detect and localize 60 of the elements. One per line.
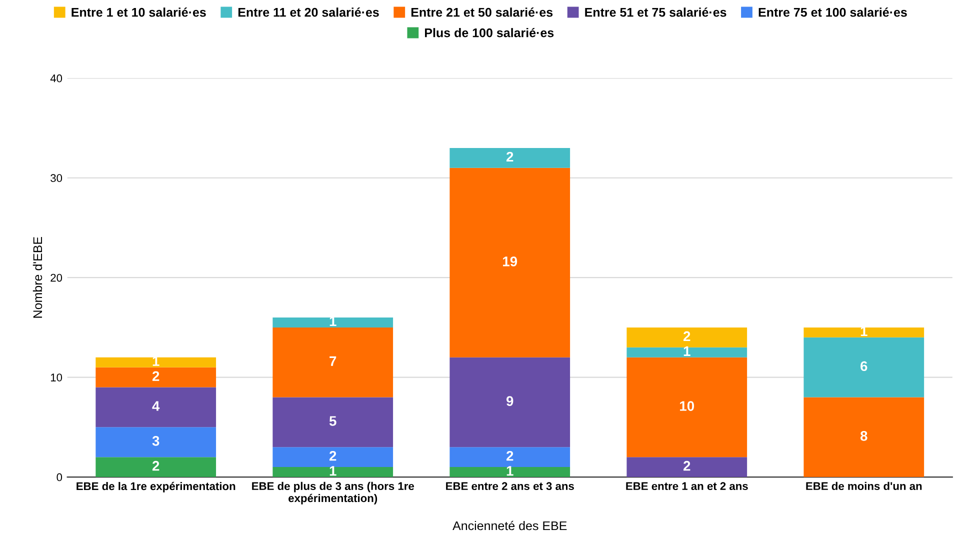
data-label: 3	[152, 436, 160, 446]
legend-label: Entre 1 et 10 salarié·es	[72, 7, 206, 17]
x-tick-label: EBE de la 1re expérimentation	[76, 482, 236, 492]
data-label: 1	[506, 466, 514, 476]
bar	[626, 357, 748, 458]
data-label: 5	[329, 416, 336, 426]
bar	[272, 317, 394, 328]
x-axis-title: Ancienneté des EBE	[452, 520, 567, 530]
bar	[450, 168, 570, 358]
y-axis-title: Nombre d'EBE	[32, 236, 42, 318]
data-label: 2	[329, 450, 336, 461]
data-label: 7	[330, 356, 336, 366]
data-label: 8	[860, 431, 868, 441]
bar	[96, 457, 216, 478]
data-label: 10	[680, 401, 694, 411]
bar	[96, 387, 216, 428]
bar	[804, 327, 924, 338]
bar	[804, 397, 924, 478]
y-tick-label: 10	[50, 374, 62, 382]
x-tick-label: EBE de moins d'un an	[806, 482, 922, 490]
bar	[272, 447, 394, 468]
data-label: 1	[330, 466, 336, 476]
data-label: 2	[152, 460, 160, 471]
x-tick-label: EBE entre 1 an et 2 ans	[626, 482, 748, 490]
bar	[450, 467, 570, 478]
legend-label: Plus de 100 salarié·es	[424, 28, 554, 38]
bar	[626, 457, 748, 478]
bar	[450, 447, 570, 468]
bar	[96, 367, 216, 388]
data-label: 2	[506, 152, 514, 162]
legend-label: Entre 11 et 20 salarié·es	[238, 7, 379, 17]
data-label: 2	[152, 371, 160, 381]
bar	[450, 148, 570, 168]
data-label: 2	[506, 450, 514, 461]
y-tick-label: 20	[50, 274, 62, 282]
data-label: 2	[683, 460, 690, 471]
data-label: 2	[683, 331, 690, 342]
y-tick-label: 0	[56, 473, 62, 482]
bar	[272, 397, 394, 448]
x-tick-label: EBE de plus de 3 ans (hors 1re expérimentation)	[252, 482, 414, 504]
bar	[272, 467, 394, 478]
legend-label: Entre 51 et 75 salarié·es	[585, 7, 726, 17]
data-label: 1	[684, 346, 690, 356]
y-tick-label: 40	[50, 74, 62, 82]
legend-label: Entre 21 et 50 salarié·es	[411, 7, 553, 17]
data-label: 1	[152, 356, 160, 366]
bar	[626, 347, 748, 358]
bar	[804, 337, 924, 398]
data-label: 4	[152, 401, 160, 411]
data-label: 9	[506, 396, 514, 406]
bar	[626, 327, 748, 348]
legend-label: Entre 75 et 100 salarié·es	[758, 7, 907, 17]
bar	[450, 357, 570, 448]
bar	[272, 327, 394, 398]
x-tick-label: EBE entre 2 ans et 3 ans	[446, 482, 574, 490]
data-label: 19	[503, 256, 518, 266]
data-label: 6	[860, 361, 868, 372]
y-tick-label: 30	[50, 174, 62, 182]
bar	[96, 357, 216, 368]
bar	[96, 427, 216, 458]
